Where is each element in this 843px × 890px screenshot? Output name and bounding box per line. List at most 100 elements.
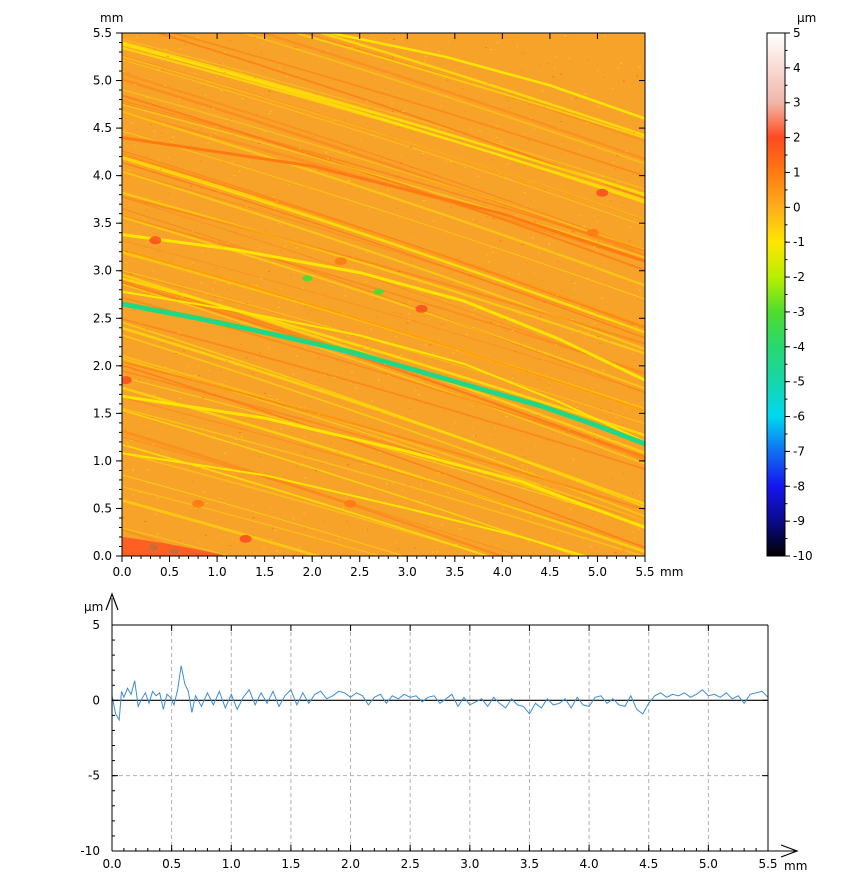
surface-scratch-stripe <box>122 170 645 351</box>
surface-speckle <box>548 243 551 245</box>
profile-y-unit: µm <box>84 600 103 614</box>
surface-speckle <box>223 71 226 73</box>
surface-speckle <box>404 209 407 211</box>
surface-speckle <box>592 372 594 374</box>
surface-speckle <box>259 278 262 279</box>
surface-speckle <box>157 236 160 238</box>
surface-speckle <box>371 400 373 402</box>
surface-speckle <box>249 300 251 302</box>
surface-scratch-stripe <box>117 729 650 886</box>
surface-speckle <box>246 206 248 208</box>
surface-speckle <box>643 201 645 203</box>
surface-scratch-stripe <box>122 499 323 556</box>
surface-speckle <box>632 531 634 533</box>
surface-speckle <box>269 428 272 430</box>
profile-y-axis-arrow <box>105 592 119 611</box>
profile-y-tick-label: 5 <box>92 618 100 632</box>
surface-speckle <box>417 394 420 396</box>
surface-scratch-stripe <box>117 590 650 780</box>
colorbar-tick-label: -9 <box>793 514 805 528</box>
map-x-tick-label: 3.0 <box>398 565 417 579</box>
profile-series-line <box>112 665 768 722</box>
surface-speckle <box>194 72 197 74</box>
surface-speckle <box>370 206 372 208</box>
surface-speckle <box>544 403 547 405</box>
surface-speckle <box>179 48 182 50</box>
surface-speckle <box>389 528 392 530</box>
surface-speckle <box>276 203 279 204</box>
map-x-tick-label: 2.5 <box>350 565 369 579</box>
surface-speckle <box>408 498 411 500</box>
surface-speckle <box>238 170 241 172</box>
surface-scratch-stripe <box>122 326 645 506</box>
surface-speckle <box>492 218 495 220</box>
surface-speckle <box>125 444 128 446</box>
map-y-tick-label: 5.0 <box>93 74 112 88</box>
surface-speckle <box>593 322 596 324</box>
surface-speckle <box>438 127 441 129</box>
surface-speckle <box>422 303 424 305</box>
surface-scratch-stripe <box>122 269 645 425</box>
surface-speckle <box>164 366 167 368</box>
surface-speckle <box>571 280 573 282</box>
surface-speckle <box>415 387 418 389</box>
surface-speckle <box>370 328 372 330</box>
surface-speckle <box>227 283 230 285</box>
surface-speckle <box>301 215 303 217</box>
surface-speckle <box>502 168 504 170</box>
surface-speckle <box>617 159 619 161</box>
surface-speckle <box>636 325 638 327</box>
surface-speckle <box>355 412 358 414</box>
surface-speckle <box>341 329 343 331</box>
surface-speckle <box>218 191 221 193</box>
surface-speckle <box>172 136 175 138</box>
surface-speckle <box>152 270 154 272</box>
surface-scratch-stripe <box>122 103 645 259</box>
surface-speckle <box>280 428 282 430</box>
surface-speckle <box>568 429 570 431</box>
profile-x-tick-label: 4.5 <box>639 857 658 871</box>
surface-speckle <box>304 152 307 154</box>
surface-speckle <box>410 261 413 263</box>
surface-speckle <box>272 196 275 198</box>
surface-speckle <box>400 354 403 356</box>
surface-speckle <box>513 375 516 377</box>
surface-speckle <box>182 418 185 420</box>
colorbar-tick-label: -7 <box>793 444 805 458</box>
surface-speckle <box>592 356 594 358</box>
surface-speckle <box>303 452 307 454</box>
surface-speckle <box>326 50 329 52</box>
surface-speckle <box>268 347 270 349</box>
corner-low-region <box>122 536 227 556</box>
surface-speckle <box>601 176 604 177</box>
surface-speckle <box>380 192 383 194</box>
surface-speckle <box>122 336 124 338</box>
profile-x-unit: mm <box>784 859 807 873</box>
surface-speckle <box>483 473 486 475</box>
surface-scratch-stripe <box>122 407 645 556</box>
surface-scratch-stripe <box>122 527 232 556</box>
map-y-tick-label: 0.5 <box>93 501 112 515</box>
surface-speckle <box>521 70 523 72</box>
surface-speckle <box>622 549 625 551</box>
surface-speckle <box>552 432 554 434</box>
surface-speckle <box>146 469 149 470</box>
surface-speckle <box>407 484 410 486</box>
surface-scratch-stripe <box>122 409 581 556</box>
surface-speckle <box>154 49 156 51</box>
surface-speckle <box>146 97 149 98</box>
surface-speckle <box>497 447 499 449</box>
surface-bump <box>149 236 162 245</box>
surface-speckle <box>276 200 279 202</box>
surface-speckle <box>365 123 368 125</box>
surface-speckle <box>605 281 608 283</box>
surface-speckle <box>295 355 299 357</box>
colorbar-tick-label: -5 <box>793 375 805 389</box>
surface-speckle <box>511 330 514 332</box>
surface-speckle <box>523 487 526 489</box>
surface-speckle <box>483 511 485 513</box>
surface-speckle <box>395 336 397 338</box>
surface-speckle <box>255 284 258 286</box>
surface-speckle <box>484 292 486 294</box>
surface-speckle <box>361 517 363 519</box>
